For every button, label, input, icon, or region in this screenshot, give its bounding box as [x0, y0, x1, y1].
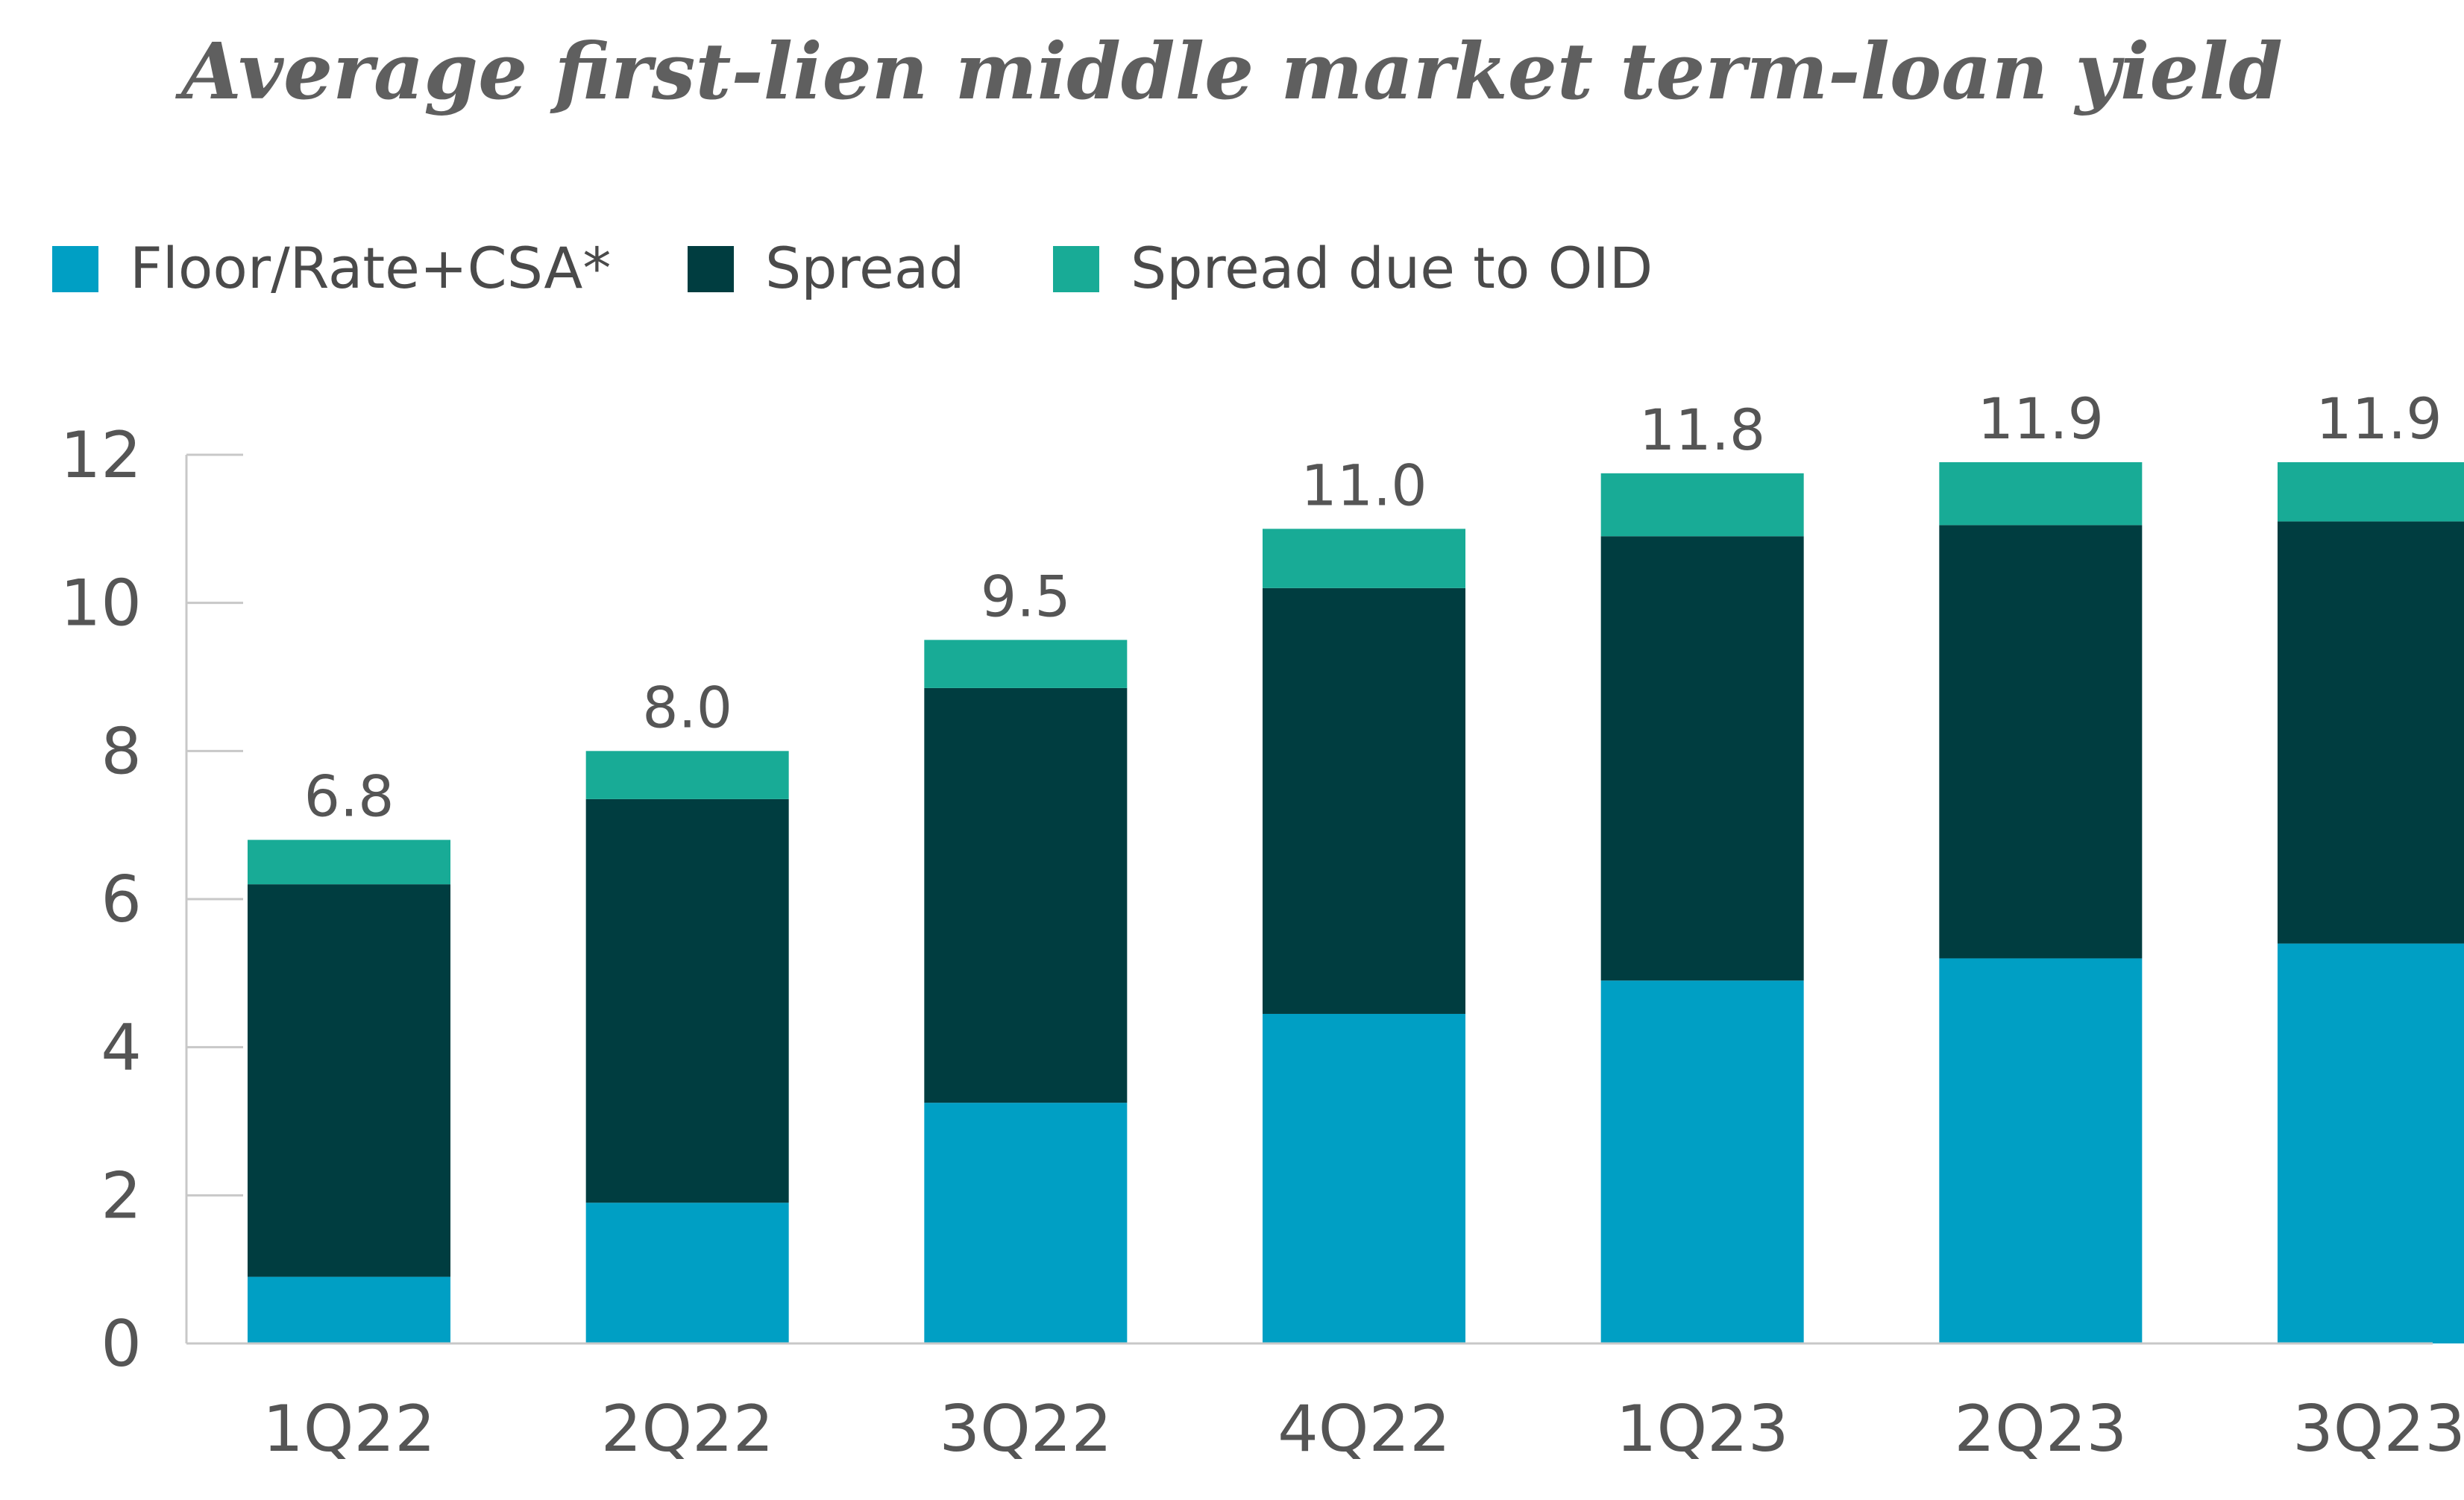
bar-total-label: 11.9 [2316, 385, 2442, 452]
legend-swatch [52, 246, 98, 292]
legend-item: Spread [688, 235, 965, 301]
bar-total-label: 6.8 [304, 763, 395, 830]
legend-label: Floor/Rate+CSA* [130, 235, 611, 301]
bar-stack [2278, 461, 2464, 1343]
bar-segment [1263, 1013, 1465, 1343]
y-tick-label: 12 [60, 418, 142, 493]
y-axis: 0 2 4 6 8 10 12 [60, 418, 243, 1381]
legend-item: Floor/Rate+CSA* [52, 235, 611, 301]
bar-segment [248, 839, 450, 885]
x-axis: 1Q22 2Q22 3Q22 4Q22 1Q23 2Q23 3Q23 [186, 1342, 2464, 1466]
legend-swatch [1053, 246, 1099, 292]
x-tick-label: 1Q23 [1616, 1392, 1789, 1466]
bar-stack [248, 839, 450, 1343]
bar-segment [248, 1276, 450, 1343]
bar-stack [1939, 461, 2143, 1343]
total-labels: 6.8 8.0 9.5 11.0 11.8 11.9 11.9 [304, 385, 2442, 830]
y-tick-label: 4 [101, 1011, 142, 1085]
legend-item: Spread due to OID [1053, 235, 1653, 301]
bar-segment [1600, 473, 1804, 537]
x-tick-label: 4Q22 [1277, 1392, 1451, 1466]
bar-total-label: 9.5 [981, 563, 1071, 629]
bar-segment [585, 751, 789, 799]
x-tick-label: 2Q22 [601, 1392, 774, 1466]
legend-swatch [688, 246, 734, 292]
y-tick-label: 8 [101, 714, 142, 789]
bar-segment [1263, 587, 1465, 1014]
bar-segment [1263, 529, 1465, 588]
bar-segment [248, 884, 450, 1277]
bar-stack [924, 640, 1128, 1343]
legend-label: Spread [765, 235, 965, 301]
bar-total-label: 11.0 [1301, 452, 1427, 518]
x-tick-label: 3Q22 [939, 1392, 1112, 1466]
x-tick-label: 3Q23 [2292, 1392, 2464, 1466]
x-tick-label: 1Q22 [263, 1392, 436, 1466]
bar-segment [2278, 943, 2464, 1343]
bar-segment [585, 1203, 789, 1343]
y-tick-label: 2 [101, 1159, 142, 1233]
bar-stack [1263, 529, 1465, 1343]
bar-segment [924, 687, 1128, 1103]
y-tick-label: 0 [101, 1307, 142, 1381]
bar-total-label: 11.9 [1978, 385, 2104, 452]
bar-stack [585, 751, 789, 1343]
bar-segment [2278, 521, 2464, 944]
bar-segment [1939, 525, 2143, 959]
x-tick-label: 2Q23 [1954, 1392, 2127, 1466]
bar-segment [2278, 461, 2464, 522]
bar-segment [1939, 958, 2143, 1343]
bar-total-label: 8.0 [642, 674, 732, 740]
y-tick-label: 10 [60, 567, 142, 641]
bars [248, 461, 2464, 1343]
legend-label: Spread due to OID [1131, 235, 1653, 301]
y-tick-label: 6 [101, 863, 142, 937]
legend: Floor/Rate+CSA* Spread Spread due to OID [52, 235, 1653, 301]
bar-stack [1600, 473, 1804, 1343]
bar-segment [1600, 980, 1804, 1343]
bar-segment [585, 798, 789, 1203]
chart-title: Average first-lien middle market term-lo… [175, 25, 2283, 117]
bar-segment [924, 640, 1128, 688]
bar-segment [1600, 536, 1804, 981]
bar-total-label: 11.8 [1639, 397, 1765, 463]
bar-segment [1939, 461, 2143, 526]
bar-segment [924, 1103, 1128, 1343]
